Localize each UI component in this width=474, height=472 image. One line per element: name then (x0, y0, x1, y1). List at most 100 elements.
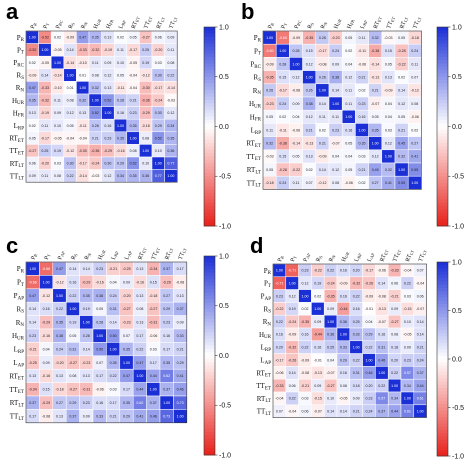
colorbar-segment (437, 320, 448, 324)
column-label: PAP (303, 252, 312, 263)
colorbar-segment (204, 99, 215, 104)
cell-value-label: 0.12 (332, 168, 339, 172)
cell-value-label: -0.24 (288, 320, 296, 324)
cell-value-label: 0.50 (96, 347, 103, 351)
row-label: PT (264, 280, 271, 289)
cell-value-label: -0.38 (279, 142, 287, 146)
cell-value-label: 0.06 (289, 384, 296, 388)
cell-value-label: 0.13 (56, 374, 63, 378)
cell-value-label: -0.15 (403, 307, 411, 311)
colorbar-segment (204, 375, 215, 380)
cell-value-label: 0.21 (353, 410, 360, 414)
cell-value-label: 0.05 (385, 62, 392, 66)
cell-value-label: 0.08 (411, 102, 418, 106)
cell-value-label: 0.25 (41, 149, 48, 153)
row-label: PAP (261, 293, 272, 302)
cell-value-label: -0.21 (390, 294, 398, 298)
cell-value-label: -0.27 (28, 149, 36, 153)
cell-value-label: 0.16 (378, 333, 385, 337)
cell-value-label: 0.11 (345, 102, 352, 106)
cell-value-label: 0.36 (167, 149, 174, 153)
row-label: RN (16, 84, 25, 93)
colorbar-segment (437, 149, 448, 154)
colorbar-segment (204, 106, 215, 111)
cell-value-label: -0.12 (142, 73, 150, 77)
colorbar-segment (437, 346, 448, 350)
cell-value-label: -0.12 (55, 280, 63, 284)
colorbar-segment (437, 202, 448, 207)
colorbar-segment (204, 93, 215, 98)
colorbar-segment (204, 126, 215, 131)
cell-value-label: -0.32 (41, 99, 49, 103)
cell-value-label: 0.19 (69, 321, 76, 325)
column-label: RN (84, 251, 92, 261)
cell-value-label: 0.24 (332, 49, 339, 53)
column-label: TTLT (169, 16, 179, 30)
colorbar-segment (204, 312, 215, 317)
cell-value-label: -0.11 (279, 128, 287, 132)
column-label: LRP (118, 19, 127, 30)
colorbar-segment (204, 216, 215, 220)
cell-value-label: 0.14 (67, 48, 74, 52)
row-label: RTET (9, 135, 24, 144)
cell-value-label: 0.14 (378, 282, 385, 286)
cell-value-label: 0.33 (340, 346, 347, 350)
colorbar-segment (204, 401, 215, 406)
cell-value-label: 0.16 (69, 280, 76, 284)
column-label: PAP (57, 250, 66, 261)
cell-value-label: 0.38 (56, 334, 63, 338)
colorbar-segment (437, 56, 448, 61)
colorbar-segment (204, 80, 215, 84)
row-label: TTLT (10, 172, 24, 181)
cell-value-label: 0.10 (54, 124, 61, 128)
panel-label: a (6, 0, 19, 24)
row-label: PRC (13, 59, 24, 68)
cell-value-label: -0.13 (314, 371, 322, 375)
cell-value-label: 0.44 (391, 410, 398, 414)
colorbar-segment (204, 365, 215, 370)
cell-value-label: 0.22 (69, 294, 76, 298)
cell-value-label: 0.31 (353, 371, 360, 375)
cell-value-label: 0.05 (398, 36, 405, 40)
colorbar-segment (204, 451, 215, 456)
row-label: RTLT (257, 395, 271, 404)
cell-value-label: -0.09 (28, 73, 36, 77)
cell-value-label: -0.33 (275, 384, 283, 388)
cell-value-label: 1.00 (332, 102, 339, 106)
cell-value-label: 0.02 (359, 181, 366, 185)
cell-value-label: -0.14 (292, 142, 300, 146)
cell-value-label: -0.71 (288, 269, 296, 273)
cell-value-label: 0.22 (136, 347, 143, 351)
colorbar-segment (204, 56, 215, 61)
cell-value-label: -0.08 (378, 294, 386, 298)
cell-value-label: 0.32 (372, 36, 379, 40)
colorbar-segment (204, 342, 215, 346)
cell-value-label: 1.00 (83, 321, 90, 325)
cell-value-label: 0.11 (319, 115, 326, 119)
colorbar-segment (204, 448, 215, 453)
colorbar-segment (204, 309, 215, 313)
colorbar-segment (437, 30, 448, 35)
colorbar-tick-label: -0.5 (219, 403, 231, 410)
column-label: PT (43, 22, 51, 30)
colorbar-segment (437, 216, 448, 220)
colorbar-segment (437, 33, 448, 38)
cell-value-label: 0.41 (177, 374, 184, 378)
column-label: TTLT (413, 16, 423, 30)
cell-value-label: -0.23 (265, 102, 273, 106)
cell-value-label: 0.23 (366, 397, 373, 401)
cell-value-label: 0.13 (56, 414, 63, 418)
colorbar-segment (204, 445, 215, 449)
cell-value-label: 0.09 (332, 62, 339, 66)
cell-value-label: 0.05 (345, 36, 352, 40)
cell-value-label: 1.00 (92, 99, 99, 103)
cell-value-label: 0.17 (123, 388, 130, 392)
colorbar-segment (437, 113, 448, 117)
cell-value-label: 1.00 (43, 280, 50, 284)
cell-value-label: -0.21 (109, 267, 117, 271)
colorbar-segment (204, 136, 215, 141)
cell-value-label: 1.00 (417, 410, 424, 414)
colorbar-segment (204, 76, 215, 81)
row-label: RN (263, 318, 272, 327)
cell-value-label: 0.41 (136, 414, 143, 418)
